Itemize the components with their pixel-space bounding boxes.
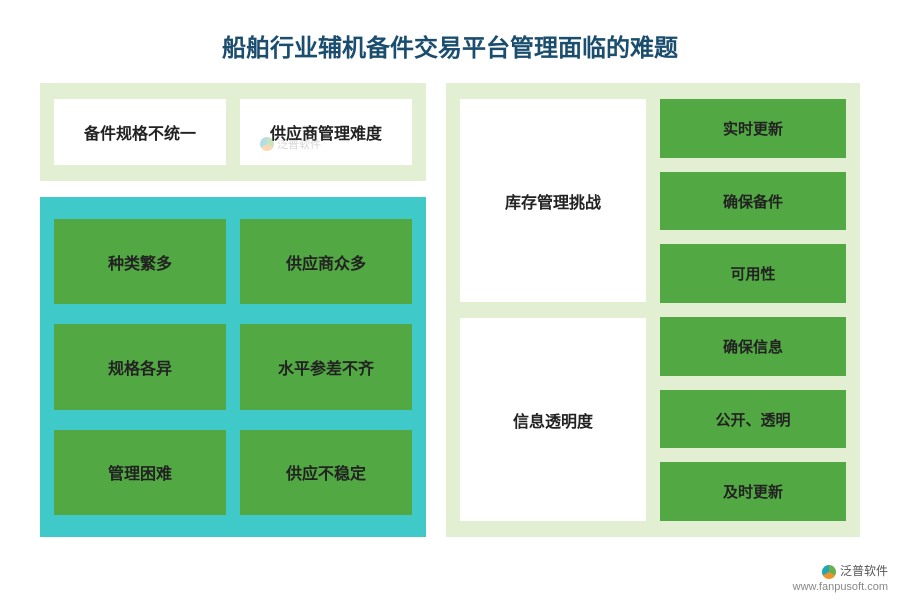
teal-box: 种类繁多 [54,219,226,304]
top-panel: 备件规格不统一 供应商管理难度 [40,83,426,181]
watermark-brand: 泛普软件 [840,564,888,580]
page-title: 船舶行业辅机备件交易平台管理面临的难题 [0,0,900,83]
left-section: 备件规格不统一 供应商管理难度 种类繁多 供应商众多 规格各异 水平参差不齐 管… [40,83,426,537]
right-item-box: 确保信息 [660,317,846,376]
teal-box: 供应不稳定 [240,430,412,515]
logo-icon [822,565,836,579]
watermark-center: 泛普软件 [260,136,321,152]
teal-box: 规格各异 [54,324,226,409]
content-area: 备件规格不统一 供应商管理难度 种类繁多 供应商众多 规格各异 水平参差不齐 管… [0,83,900,537]
teal-box: 管理困难 [54,430,226,515]
right-right-column: 实时更新 确保备件 可用性 确保信息 公开、透明 及时更新 [660,99,846,521]
watermark-bottom: 泛普软件 www.fanpusoft.com [793,564,888,594]
right-item-box: 确保备件 [660,172,846,231]
right-category-box: 库存管理挑战 [460,99,646,302]
top-box-spec: 备件规格不统一 [54,99,226,165]
watermark-text: 泛普软件 [277,136,321,152]
logo-icon [260,137,274,151]
right-category-box: 信息透明度 [460,318,646,521]
right-left-column: 库存管理挑战 信息透明度 [460,99,646,521]
teal-box: 供应商众多 [240,219,412,304]
right-item-box: 及时更新 [660,462,846,521]
teal-panel: 种类繁多 供应商众多 规格各异 水平参差不齐 管理困难 供应不稳定 [40,197,426,537]
top-box-supplier: 供应商管理难度 [240,99,412,165]
right-item-box: 实时更新 [660,99,846,158]
teal-box: 水平参差不齐 [240,324,412,409]
right-panel: 库存管理挑战 信息透明度 实时更新 确保备件 可用性 确保信息 公开、透明 及时… [446,83,860,537]
right-item-box: 公开、透明 [660,390,846,449]
watermark-url: www.fanpusoft.com [793,580,888,594]
right-item-box: 可用性 [660,244,846,303]
